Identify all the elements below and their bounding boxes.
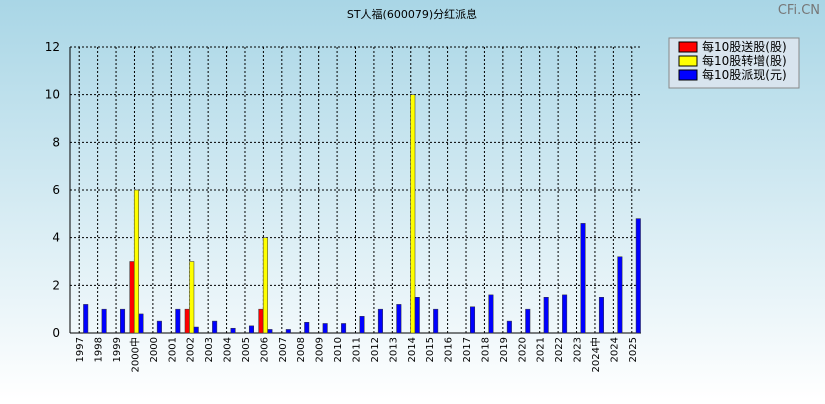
watermark: CFi.CN: [778, 3, 820, 18]
x-tick-label: 2010: [333, 337, 344, 362]
bar: [129, 261, 135, 334]
bar: [543, 297, 549, 334]
bar: [248, 325, 254, 334]
x-tick-label: 1999: [112, 337, 123, 362]
x-tick-label: 2022: [554, 337, 565, 362]
x-tick-label: 2004: [223, 337, 234, 362]
x-tick-label: 2007: [278, 337, 289, 362]
bar: [83, 304, 89, 334]
x-tick-label: 2017: [462, 337, 473, 362]
y-tick-label: 10: [45, 88, 60, 102]
x-tick-label: 2012: [370, 337, 381, 362]
bar: [598, 297, 604, 334]
bar: [193, 326, 199, 334]
bar: [410, 94, 416, 334]
x-tick-label: 2014: [407, 337, 418, 362]
x-tick-label: 2008: [296, 337, 307, 362]
bar: [156, 320, 162, 334]
x-tick-label: 2016: [444, 337, 455, 362]
legend-swatch: [678, 69, 698, 81]
bar: [304, 322, 310, 334]
y-tick-label: 8: [52, 135, 60, 149]
x-tick-label: 2000: [149, 337, 160, 362]
x-tick-label: 2024: [609, 337, 620, 362]
x-tick-label: 2001: [167, 337, 178, 362]
x-tick-label: 2005: [241, 337, 252, 362]
x-tick-label: 2020: [517, 337, 528, 362]
bar: [377, 308, 383, 334]
bar: [184, 308, 190, 334]
bar: [635, 218, 641, 334]
bar: [341, 323, 347, 334]
x-tick-label: 1997: [75, 337, 86, 362]
bar: [470, 306, 476, 334]
x-tick-label: 2023: [573, 337, 584, 362]
x-tick-label: 2015: [425, 337, 436, 362]
x-tick-label: 2009: [315, 337, 326, 362]
y-tick-label: 0: [52, 326, 60, 340]
legend-label: 每10股派现(元): [702, 67, 787, 82]
bar: [562, 294, 568, 334]
legend-swatch: [678, 55, 698, 67]
x-tick-label: 2011: [352, 337, 363, 362]
bar: [175, 308, 181, 334]
bar: [580, 223, 586, 334]
y-tick-label: 6: [52, 183, 60, 197]
bar: [101, 308, 107, 334]
x-tick-label: 2024中: [589, 337, 602, 372]
legend-label: 每10股转增(股): [702, 53, 787, 68]
bar: [138, 313, 144, 334]
x-tick-label: 2019: [499, 337, 510, 362]
x-tick-label: 2018: [480, 337, 491, 362]
legend-swatch: [678, 41, 698, 53]
x-tick-label: 2025: [628, 337, 639, 362]
bar: [258, 308, 264, 334]
x-tick-label: 2003: [204, 337, 215, 362]
bar: [189, 261, 195, 334]
bar: [322, 323, 328, 334]
bar: [285, 329, 291, 334]
bar: [359, 316, 365, 334]
bar: [396, 304, 402, 334]
x-tick-label: 2006: [259, 337, 270, 362]
bar: [488, 294, 494, 334]
y-tick-label: 2: [52, 278, 60, 292]
bar: [525, 308, 531, 334]
x-tick-label: 2002: [186, 337, 197, 362]
bar: [433, 308, 439, 334]
y-tick-label: 4: [52, 231, 60, 245]
bar: [133, 189, 139, 334]
bar: [262, 237, 268, 334]
x-tick-label: 1998: [94, 337, 105, 362]
x-tick-label: 2000中: [128, 337, 141, 372]
bar: [267, 329, 273, 334]
bar: [230, 327, 236, 334]
bar: [120, 308, 126, 334]
bar: [506, 320, 512, 334]
chart-title: ST人福(600079)分红派息: [347, 7, 477, 21]
legend-label: 每10股送股(股): [702, 39, 787, 54]
bar: [617, 256, 623, 334]
x-tick-label: 2021: [536, 337, 547, 362]
y-tick-label: 12: [45, 40, 60, 54]
x-tick-label: 2013: [388, 337, 399, 362]
bar: [212, 320, 218, 334]
bar: [414, 297, 420, 334]
